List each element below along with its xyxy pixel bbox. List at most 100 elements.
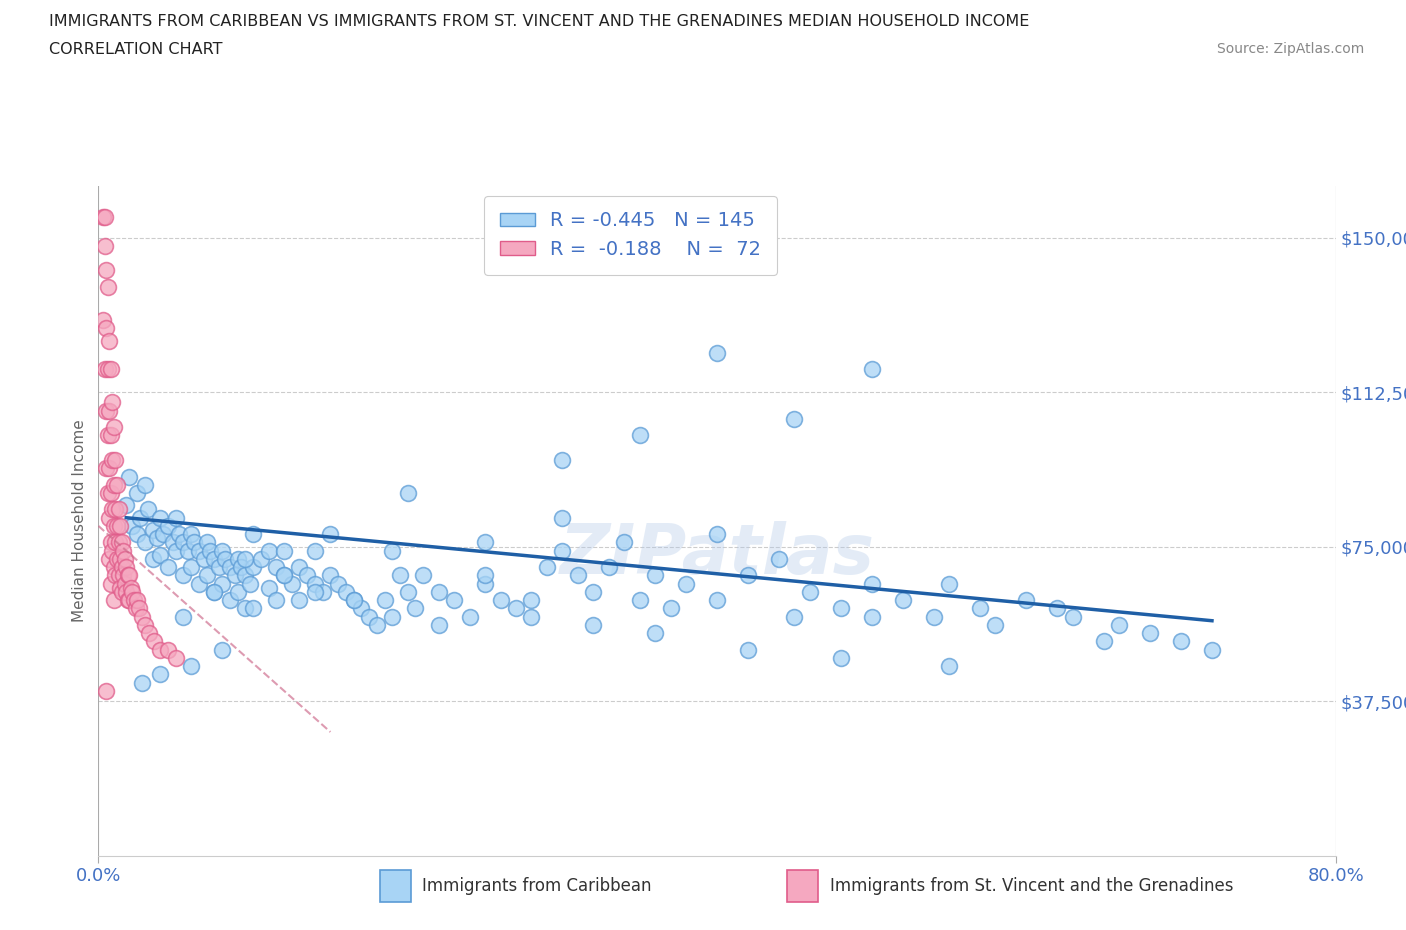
Point: [288, 560, 311, 575]
Point: [984, 618, 1007, 632]
Point: [458, 609, 481, 624]
Point: [105, 477, 128, 492]
Point: [1046, 601, 1069, 616]
Point: [111, 584, 132, 599]
Point: [149, 667, 172, 682]
Point: [101, 543, 124, 558]
Point: [264, 592, 288, 607]
Point: [264, 560, 288, 575]
Point: [115, 498, 138, 512]
Point: [93, 238, 115, 253]
Point: [157, 519, 180, 534]
Point: [582, 584, 605, 599]
Point: [96, 321, 118, 336]
Point: [127, 485, 149, 500]
Point: [98, 461, 121, 476]
Point: [165, 650, 187, 665]
Point: [343, 592, 366, 607]
Point: [165, 511, 187, 525]
Point: [118, 568, 141, 583]
Point: [129, 511, 152, 525]
Point: [598, 560, 620, 575]
Point: [233, 601, 257, 616]
Point: [343, 592, 366, 607]
Text: IMMIGRANTS FROM CARIBBEAN VS IMMIGRANTS FROM ST. VINCENT AND THE GRENADINES MEDI: IMMIGRANTS FROM CARIBBEAN VS IMMIGRANTS …: [49, 14, 1029, 29]
Text: Immigrants from St. Vincent and the Grenadines: Immigrants from St. Vincent and the Gren…: [830, 877, 1233, 896]
Text: CORRELATION CHART: CORRELATION CHART: [49, 42, 222, 57]
Point: [114, 551, 136, 566]
Point: [1015, 592, 1038, 607]
Point: [100, 362, 122, 377]
Point: [112, 543, 135, 558]
Point: [97, 280, 120, 295]
Point: [675, 577, 697, 591]
Point: [304, 577, 326, 591]
Point: [381, 609, 404, 624]
Point: [396, 485, 419, 500]
Point: [141, 523, 165, 538]
Point: [98, 333, 121, 348]
Point: [239, 577, 262, 591]
Point: [96, 684, 118, 698]
Point: [737, 568, 759, 583]
Point: [100, 428, 122, 443]
Point: [281, 577, 304, 591]
Text: ZIPatlas: ZIPatlas: [560, 521, 875, 588]
Point: [613, 535, 636, 550]
Point: [628, 592, 651, 607]
Point: [195, 568, 218, 583]
Point: [172, 568, 194, 583]
Point: [304, 543, 326, 558]
Point: [1170, 634, 1192, 649]
Point: [103, 419, 125, 434]
Point: [193, 551, 215, 566]
Point: [381, 543, 404, 558]
Point: [273, 568, 295, 583]
Point: [288, 592, 311, 607]
Point: [124, 601, 146, 616]
Point: [127, 592, 149, 607]
Point: [107, 502, 129, 517]
Point: [96, 403, 118, 418]
Point: [180, 560, 202, 575]
Point: [551, 453, 574, 468]
Point: [297, 568, 319, 583]
Point: [204, 584, 226, 599]
Point: [567, 568, 589, 583]
Point: [536, 560, 558, 575]
Point: [582, 618, 605, 632]
Point: [366, 618, 388, 632]
Point: [93, 362, 115, 377]
Point: [799, 584, 821, 599]
Text: Source: ZipAtlas.com: Source: ZipAtlas.com: [1216, 42, 1364, 56]
Point: [198, 543, 221, 558]
Point: [659, 601, 682, 616]
Point: [172, 609, 194, 624]
Point: [326, 577, 350, 591]
Point: [474, 568, 496, 583]
Point: [427, 618, 450, 632]
Point: [121, 519, 143, 534]
Point: [141, 551, 165, 566]
Point: [396, 584, 419, 599]
Point: [211, 577, 233, 591]
Point: [117, 592, 139, 607]
Point: [891, 592, 914, 607]
Point: [127, 526, 149, 541]
Point: [143, 634, 166, 649]
Point: [412, 568, 434, 583]
Point: [104, 502, 127, 517]
Point: [118, 469, 141, 484]
Y-axis label: Median Household Income: Median Household Income: [72, 419, 87, 622]
Point: [224, 568, 246, 583]
Point: [91, 209, 114, 224]
Point: [628, 428, 651, 443]
Point: [737, 642, 759, 657]
Point: [830, 650, 852, 665]
Point: [149, 548, 172, 563]
Point: [107, 535, 129, 550]
Point: [860, 577, 883, 591]
Point: [388, 568, 412, 583]
Point: [195, 535, 218, 550]
Point: [242, 560, 264, 575]
